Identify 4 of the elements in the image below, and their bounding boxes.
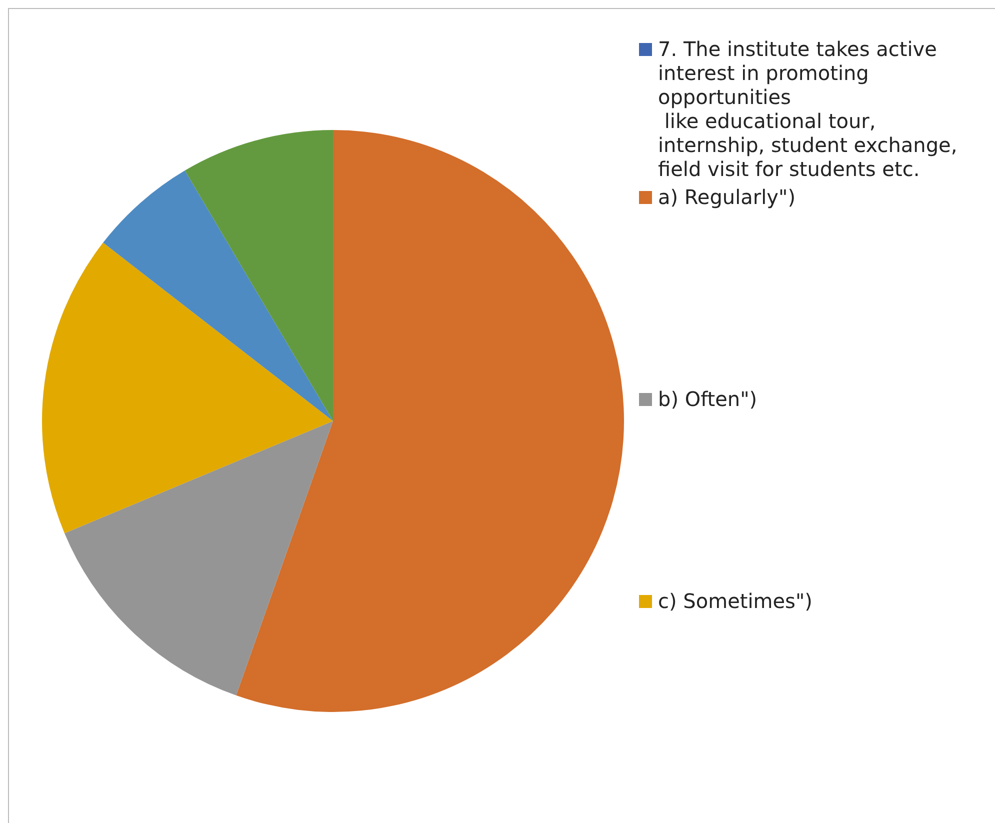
legend-label: a) Regularly") xyxy=(658,185,796,209)
legend-label: b) Often") xyxy=(658,387,758,411)
legend-label: c) Sometimes") xyxy=(658,589,812,613)
legend-label: 7. The institute takes active interest in promoting opportunities like educational tour, internship, student exchange, field visit for students etc. xyxy=(658,37,958,181)
